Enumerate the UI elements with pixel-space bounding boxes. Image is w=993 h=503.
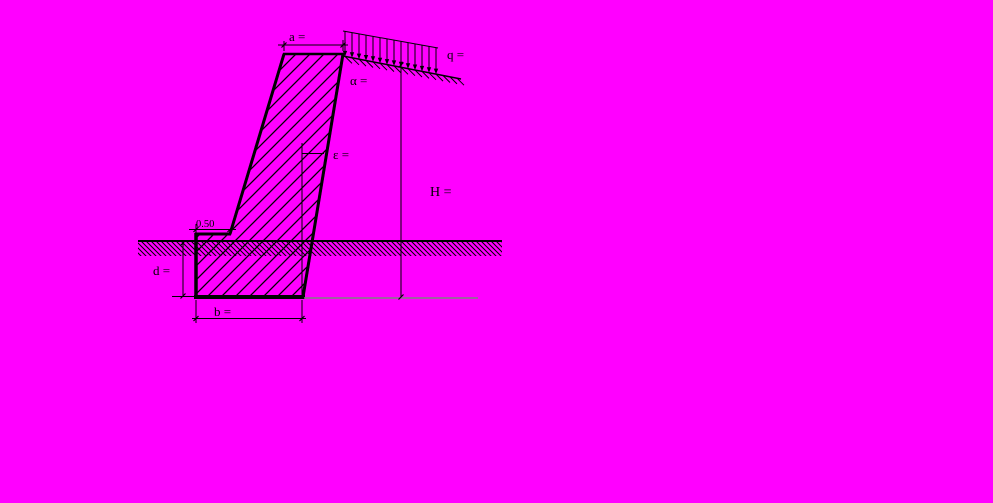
label-surface-angle: α =	[350, 73, 367, 88]
ground-surface	[138, 240, 502, 256]
surcharge-load	[342, 30, 439, 75]
load-arrow-stems	[344, 31, 437, 70]
wall-back-face	[301, 53, 345, 298]
wall-outline	[194, 52, 345, 299]
load-top-line	[342, 30, 439, 49]
label-surcharge: q =	[447, 47, 464, 62]
dim-b-extensions	[195, 300, 303, 323]
wall-section	[196, 54, 343, 297]
backfill-surface	[342, 55, 465, 86]
wall-body-hatch	[196, 54, 343, 297]
backfill-surface-line	[342, 55, 462, 80]
ground-hatch-band	[138, 242, 502, 256]
wall-front-batter	[228, 53, 286, 235]
backfill-surface-hatch-ticks	[344, 56, 465, 86]
label-base-width: b =	[214, 304, 231, 319]
label-embedment-depth: d =	[153, 263, 170, 278]
labels: a = q = α = ε = H = d = b = 0.50	[153, 29, 464, 319]
dimension-ticks	[180, 42, 404, 322]
label-wall-height: H =	[430, 185, 452, 200]
load-arrowheads	[342, 50, 439, 75]
label-back-face-angle: ε =	[333, 147, 349, 162]
label-toe-ledge-width: 0.50	[196, 219, 214, 230]
label-top-width: a =	[289, 29, 305, 44]
